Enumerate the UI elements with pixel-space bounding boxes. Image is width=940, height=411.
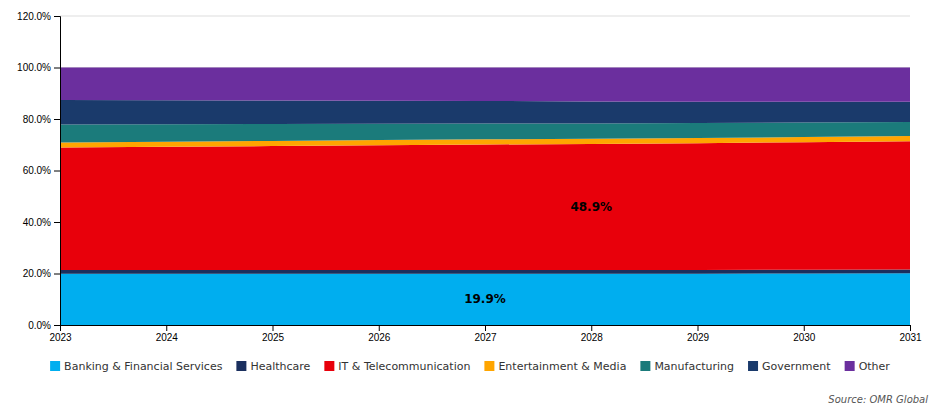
- tick-label: 40.0%: [23, 217, 51, 228]
- legend-item: Healthcare: [236, 360, 310, 373]
- legend-label: Manufacturing: [654, 360, 734, 373]
- tick-label: 80.0%: [23, 114, 51, 125]
- tick-mark: [60, 325, 61, 331]
- tick-label: 100.0%: [17, 62, 51, 73]
- annotation: 19.9%: [464, 292, 506, 306]
- legend-label: Government: [762, 360, 831, 373]
- legend-item: Manufacturing: [640, 360, 734, 373]
- tick-mark: [54, 16, 60, 17]
- tick-mark: [54, 119, 60, 120]
- tick-mark: [910, 325, 911, 331]
- legend-label: Banking & Financial Services: [64, 360, 223, 373]
- tick-label: 2023: [49, 332, 72, 343]
- tick: 2028: [581, 325, 604, 343]
- tick: 60.0%: [23, 165, 60, 176]
- tick-mark: [804, 325, 805, 331]
- tick: 2027: [474, 325, 497, 343]
- tick-label: 2031: [899, 332, 922, 343]
- axis-line: [54, 17, 61, 326]
- tick-label: 120.0%: [17, 11, 51, 22]
- tick-label: 60.0%: [23, 165, 51, 176]
- tick: 2023: [49, 325, 72, 343]
- tick-mark: [54, 274, 60, 275]
- source: Source: OMR Global: [828, 394, 928, 405]
- tick-label: 2025: [262, 332, 285, 343]
- tick-mark: [379, 325, 380, 331]
- tick-mark: [698, 325, 699, 331]
- area: [60, 141, 910, 270]
- tick: 120.0%: [17, 11, 60, 22]
- tick-label: 2029: [687, 332, 710, 343]
- tick-label: 2030: [793, 332, 816, 343]
- tick-label: 2024: [156, 332, 179, 343]
- grid-line: [60, 16, 910, 17]
- legend-item: Other: [845, 360, 891, 373]
- annotations: 19.9% 48.9%: [464, 200, 612, 306]
- legend: Banking & Financial Services Healthcare IT…: [50, 360, 890, 373]
- tick-mark: [273, 325, 274, 331]
- annotation: 48.9%: [570, 200, 612, 214]
- tick: 2031: [899, 325, 922, 343]
- tick-label: 2026: [368, 332, 391, 343]
- tick-label: 2027: [474, 332, 497, 343]
- tick-mark: [54, 222, 60, 223]
- legend-label: Healthcare: [250, 360, 310, 373]
- tick-mark: [591, 325, 592, 331]
- plot-area: [60, 68, 910, 326]
- area: [60, 269, 910, 273]
- legend-item: Government: [748, 360, 831, 373]
- legend-swatch: [484, 361, 494, 371]
- tick: 2030: [793, 325, 816, 343]
- tick-label: 0.0%: [28, 320, 51, 331]
- tick-mark: [54, 171, 60, 172]
- tick-label: 2028: [581, 332, 604, 343]
- tick: 2025: [262, 325, 285, 343]
- axis-line: [61, 326, 911, 332]
- legend-label: IT & Telecommunication: [338, 360, 470, 373]
- legend-item: Entertainment & Media: [484, 360, 626, 373]
- legend-swatch: [640, 361, 650, 371]
- tick: 0.0%: [28, 320, 60, 331]
- legend-label: Other: [859, 360, 891, 373]
- tick-label: 20.0%: [23, 268, 51, 279]
- tick-mark: [54, 325, 60, 326]
- x-axis: 2023 2024 2025 2026 2027 2028 2029 2030 2031: [49, 325, 922, 343]
- y-axis: 0.0% 20.0% 40.0% 60.0% 80.0% 100.0% 120.0%: [17, 11, 60, 331]
- tick-mark: [485, 325, 486, 331]
- tick: 2029: [687, 325, 710, 343]
- tick: 100.0%: [17, 62, 60, 73]
- tick: 40.0%: [23, 217, 60, 228]
- legend-swatch: [845, 361, 855, 371]
- legend-label: Entertainment & Media: [498, 360, 626, 373]
- tick-mark: [166, 325, 167, 331]
- legend-swatch: [324, 361, 334, 371]
- tick: 20.0%: [23, 268, 60, 279]
- legend-item: Banking & Financial Services: [50, 360, 223, 373]
- area: [60, 68, 910, 102]
- tick: 80.0%: [23, 114, 60, 125]
- grid: [60, 16, 910, 325]
- area: [60, 273, 910, 325]
- legend-swatch: [50, 361, 60, 371]
- tick-mark: [54, 68, 60, 69]
- legend-swatch: [748, 361, 758, 371]
- legend-item: IT & Telecommunication: [324, 360, 470, 373]
- tick: 2026: [368, 325, 391, 343]
- chart: 0.0% 20.0% 40.0% 60.0% 80.0% 100.0% 120.0% 2023…: [0, 0, 940, 411]
- tick: 2024: [156, 325, 179, 343]
- area: [60, 100, 910, 124]
- legend-swatch: [236, 361, 246, 371]
- area: [60, 122, 910, 142]
